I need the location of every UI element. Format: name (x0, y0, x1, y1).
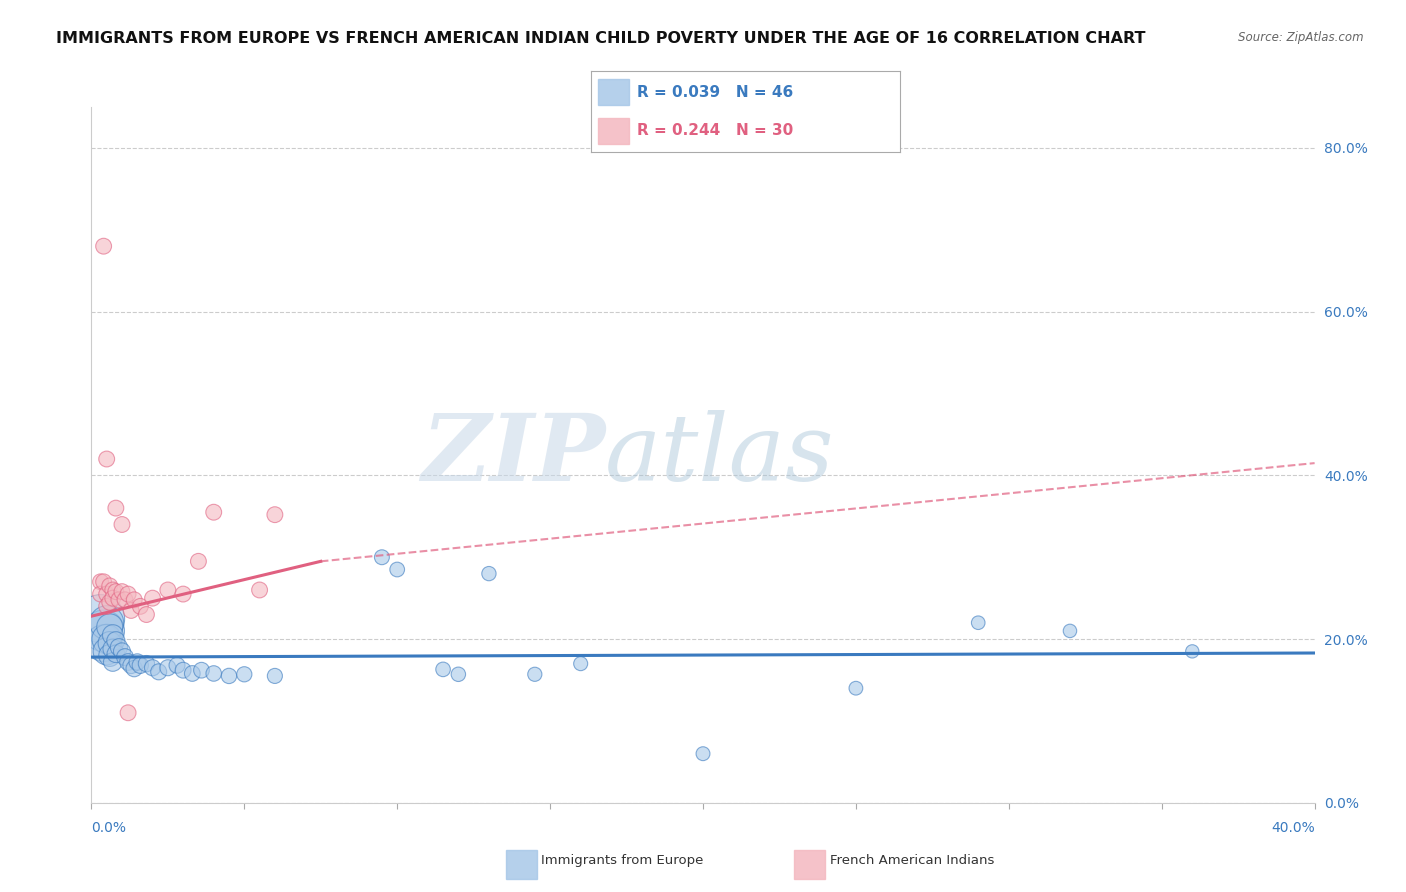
Point (111, 517, 134, 532)
Point (569, 657, 592, 671)
Point (93, 624, 115, 638)
Point (111, 584, 134, 599)
Point (202, 666, 225, 681)
Point (96, 452, 118, 467)
Point (98, 595, 121, 609)
Point (166, 658, 188, 673)
Point (264, 669, 287, 683)
Point (135, 607, 157, 622)
Text: ZIP: ZIP (420, 410, 605, 500)
Point (101, 641, 124, 656)
Point (172, 663, 194, 677)
Point (135, 657, 157, 671)
Point (249, 582, 271, 597)
Bar (599, 118, 630, 144)
Point (122, 592, 145, 607)
Point (1181, 644, 1204, 658)
Point (967, 615, 990, 630)
Point (141, 591, 163, 606)
Point (122, 662, 145, 676)
Point (111, 644, 134, 658)
Point (120, 603, 142, 617)
Text: French American Indians: French American Indians (830, 855, 994, 867)
Point (93, 574, 115, 589)
Point (98, 636, 121, 650)
Text: Immigrants from Europe: Immigrants from Europe (541, 855, 703, 867)
Point (104, 584, 127, 599)
Point (117, 706, 139, 720)
Point (90, 587, 112, 601)
Point (156, 582, 179, 597)
Point (114, 592, 136, 607)
Point (127, 655, 149, 669)
Point (96, 632, 118, 646)
Point (478, 566, 501, 581)
Point (156, 661, 179, 675)
Point (93, 239, 115, 253)
Point (90, 574, 112, 589)
Point (233, 667, 256, 681)
Point (101, 591, 124, 606)
Point (96, 587, 118, 601)
Point (1059, 624, 1081, 638)
Text: 0.0%: 0.0% (91, 821, 127, 835)
Point (114, 650, 136, 665)
Point (117, 655, 139, 669)
Point (98, 620, 121, 634)
Point (104, 633, 127, 648)
Point (101, 628, 124, 642)
Point (692, 747, 714, 761)
Point (181, 666, 204, 681)
Text: 40.0%: 40.0% (1271, 821, 1315, 835)
Point (148, 665, 170, 679)
Point (218, 669, 240, 683)
Text: R = 0.244   N = 30: R = 0.244 N = 30 (637, 123, 793, 138)
Point (141, 661, 163, 675)
Bar (599, 79, 630, 105)
Point (447, 667, 470, 681)
Point (120, 658, 142, 673)
Point (101, 655, 124, 669)
Text: R = 0.039   N = 46: R = 0.039 N = 46 (637, 85, 793, 100)
Point (129, 599, 152, 614)
Point (264, 508, 287, 522)
Point (108, 640, 131, 655)
Text: Source: ZipAtlas.com: Source: ZipAtlas.com (1239, 31, 1364, 45)
Text: atlas: atlas (605, 410, 835, 500)
Point (98, 648, 121, 663)
Point (385, 562, 409, 576)
Point (96, 599, 118, 614)
Point (117, 587, 139, 601)
Point (93, 636, 115, 650)
Point (371, 550, 394, 565)
Point (187, 554, 209, 568)
Point (202, 505, 225, 519)
Point (129, 658, 152, 673)
Point (101, 582, 124, 597)
Point (523, 667, 546, 681)
Point (104, 647, 127, 661)
Point (104, 501, 127, 516)
Point (98, 579, 121, 593)
Point (432, 662, 454, 676)
Point (96, 615, 118, 630)
Point (845, 681, 868, 696)
Point (172, 587, 194, 601)
Point (96, 644, 118, 658)
Point (90, 612, 112, 626)
Text: IMMIGRANTS FROM EUROPE VS FRENCH AMERICAN INDIAN CHILD POVERTY UNDER THE AGE OF : IMMIGRANTS FROM EUROPE VS FRENCH AMERICA… (56, 31, 1146, 46)
Point (108, 592, 131, 607)
Point (190, 663, 212, 677)
